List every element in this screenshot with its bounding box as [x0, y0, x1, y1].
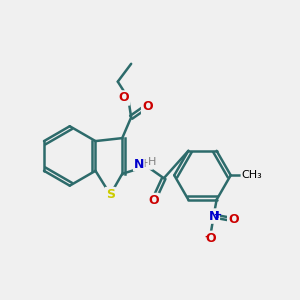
Text: O: O: [142, 100, 153, 113]
Text: CH₃: CH₃: [241, 170, 262, 180]
Text: O: O: [206, 232, 216, 245]
Text: H: H: [148, 158, 157, 167]
Text: O: O: [148, 194, 159, 207]
Text: S: S: [106, 188, 115, 201]
Text: -: -: [205, 231, 209, 241]
Text: O: O: [228, 212, 239, 226]
Text: N: N: [208, 210, 219, 223]
Text: +: +: [214, 210, 222, 220]
Text: N: N: [134, 158, 144, 171]
Text: O: O: [118, 92, 129, 104]
Text: NH: NH: [136, 159, 152, 169]
